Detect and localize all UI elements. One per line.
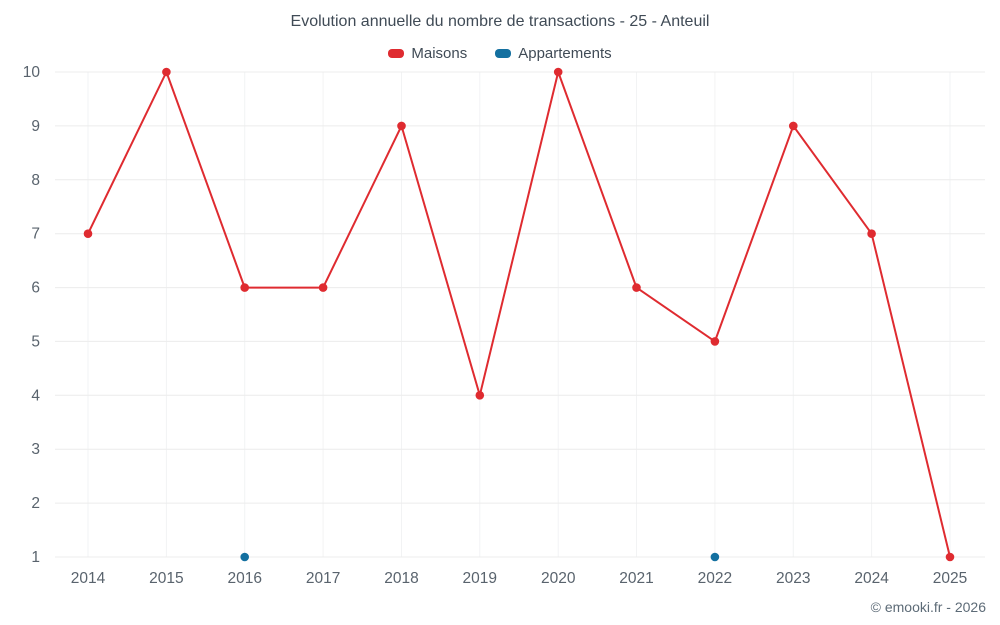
point-maisons-2018 xyxy=(397,121,406,131)
x-axis-tick-label: 2023 xyxy=(776,570,810,587)
legend-marker-maisons-icon xyxy=(388,49,405,58)
y-axis-tick-label: 5 xyxy=(31,333,40,350)
y-axis-tick-label: 2 xyxy=(31,495,40,512)
point-maisons-2014 xyxy=(83,229,93,238)
y-axis-tick-label: 10 xyxy=(23,64,41,81)
chart-title: Evolution annuelle du nombre de transact… xyxy=(290,13,710,30)
y-axis-tick-label: 3 xyxy=(31,441,40,458)
y-axis-tick-label: 8 xyxy=(31,172,40,189)
axis-labels: 1 2 3 4 5 6 7 8 9 10 2014 2015 2016 2017 2018 2019 2020 2… xyxy=(23,64,967,587)
x-axis-tick-label: 2018 xyxy=(384,570,418,587)
maisons-line xyxy=(87,71,951,558)
y-axis-tick-label: 1 xyxy=(31,549,40,566)
point-maisons-2020 xyxy=(553,67,563,77)
footer-credit[interactable]: © emooki.fr - 2026 xyxy=(870,599,986,615)
x-axis-tick-label: 2021 xyxy=(619,570,653,587)
point-appartements-2016 xyxy=(240,552,249,562)
point-maisons-2022 xyxy=(710,337,720,346)
point-maisons-2023 xyxy=(789,121,798,131)
point-maisons-2015 xyxy=(162,67,171,77)
y-axis-tick-label: 4 xyxy=(31,387,40,404)
point-maisons-2021 xyxy=(632,283,641,292)
point-maisons-2025 xyxy=(945,552,955,562)
legend-label-appartements: Appartements xyxy=(518,45,612,62)
x-axis-tick-label: 2024 xyxy=(854,570,889,587)
x-axis-tick-label: 2025 xyxy=(933,570,967,587)
grid-lines xyxy=(55,71,985,558)
series-appartements xyxy=(240,552,720,562)
x-axis-tick-label: 2016 xyxy=(227,570,261,587)
x-axis-tick-label: 2014 xyxy=(71,570,106,587)
point-maisons-2019 xyxy=(475,391,485,400)
series-maisons xyxy=(83,67,955,562)
chart-legend: Maisons Appartements xyxy=(0,45,1000,62)
point-maisons-2017 xyxy=(318,283,328,292)
x-axis-tick-label: 2015 xyxy=(149,570,183,587)
y-axis-tick-label: 9 xyxy=(31,118,40,135)
x-axis-tick-label: 2017 xyxy=(306,570,340,587)
legend-item-appartements[interactable]: Appartements xyxy=(495,45,612,62)
point-maisons-2016 xyxy=(240,283,249,292)
y-axis-tick-label: 7 xyxy=(31,226,40,243)
x-axis-tick-label: 2020 xyxy=(541,570,576,587)
legend-marker-appartements-icon xyxy=(495,49,512,58)
point-appartements-2022 xyxy=(710,552,720,562)
x-axis-tick-label: 2022 xyxy=(698,570,732,587)
y-axis-tick-label: 6 xyxy=(31,280,40,297)
point-maisons-2024 xyxy=(867,229,876,238)
x-axis-tick-label: 2019 xyxy=(463,570,497,587)
legend-label-maisons: Maisons xyxy=(411,45,468,62)
legend-item-maisons[interactable]: Maisons xyxy=(388,45,467,62)
